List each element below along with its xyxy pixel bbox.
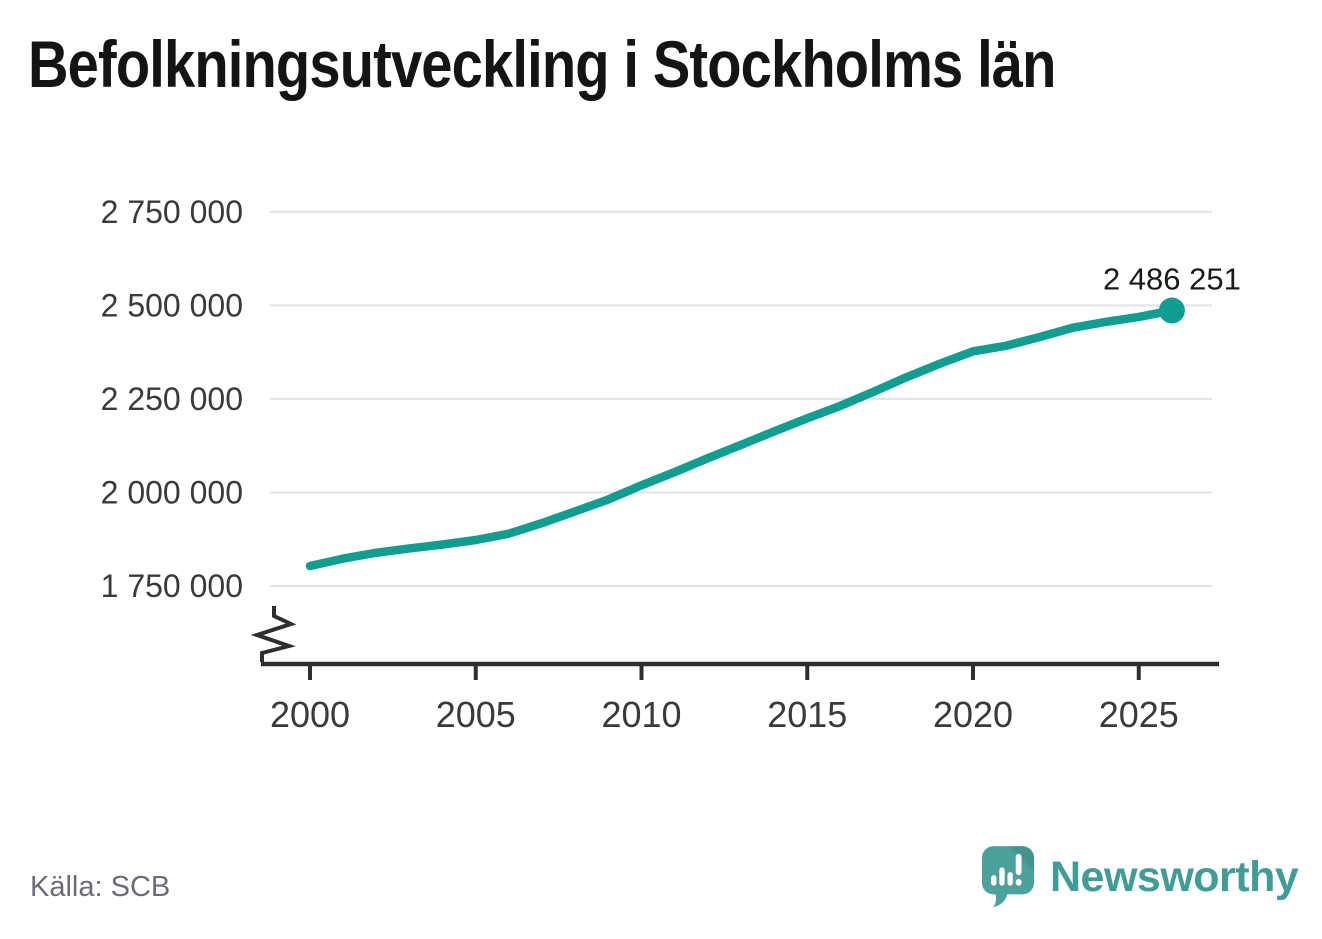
population-line xyxy=(305,306,1177,571)
y-tick-label: 2 750 000 xyxy=(101,194,243,230)
newsworthy-logo: Newsworthy xyxy=(981,845,1299,909)
source-note: Källa: SCB xyxy=(30,871,171,903)
x-tick-label: 2025 xyxy=(1099,694,1179,735)
logo-bar-2 xyxy=(999,867,1005,886)
logo-exclamation-dot xyxy=(1015,878,1022,886)
newsworthy-wordmark: Newsworthy xyxy=(1050,852,1299,901)
chart-title: Befolkningsutveckling i Stockholms län xyxy=(28,27,1056,101)
axis-break-icon xyxy=(250,606,297,662)
end-point-dot xyxy=(1158,297,1185,324)
x-tick-label: 2000 xyxy=(270,694,350,735)
x-tick-label: 2015 xyxy=(767,694,847,735)
y-tick-label: 2 500 000 xyxy=(101,287,243,323)
y-tick-label: 2 000 000 xyxy=(101,474,243,510)
x-tick-label: 2010 xyxy=(601,694,681,735)
logo-bar-3 xyxy=(1007,872,1013,886)
end-point-value-label: 2 486 251 xyxy=(1103,261,1241,296)
logo-bar-1 xyxy=(991,875,997,886)
y-tick-label: 1 750 000 xyxy=(101,568,243,604)
y-tick-label: 2 250 000 xyxy=(101,381,243,417)
newsworthy-logo-icon xyxy=(981,846,1035,908)
x-tick-label: 2020 xyxy=(933,694,1013,735)
logo-exclamation-bar xyxy=(1015,853,1022,876)
x-tick-label: 2005 xyxy=(436,694,516,735)
